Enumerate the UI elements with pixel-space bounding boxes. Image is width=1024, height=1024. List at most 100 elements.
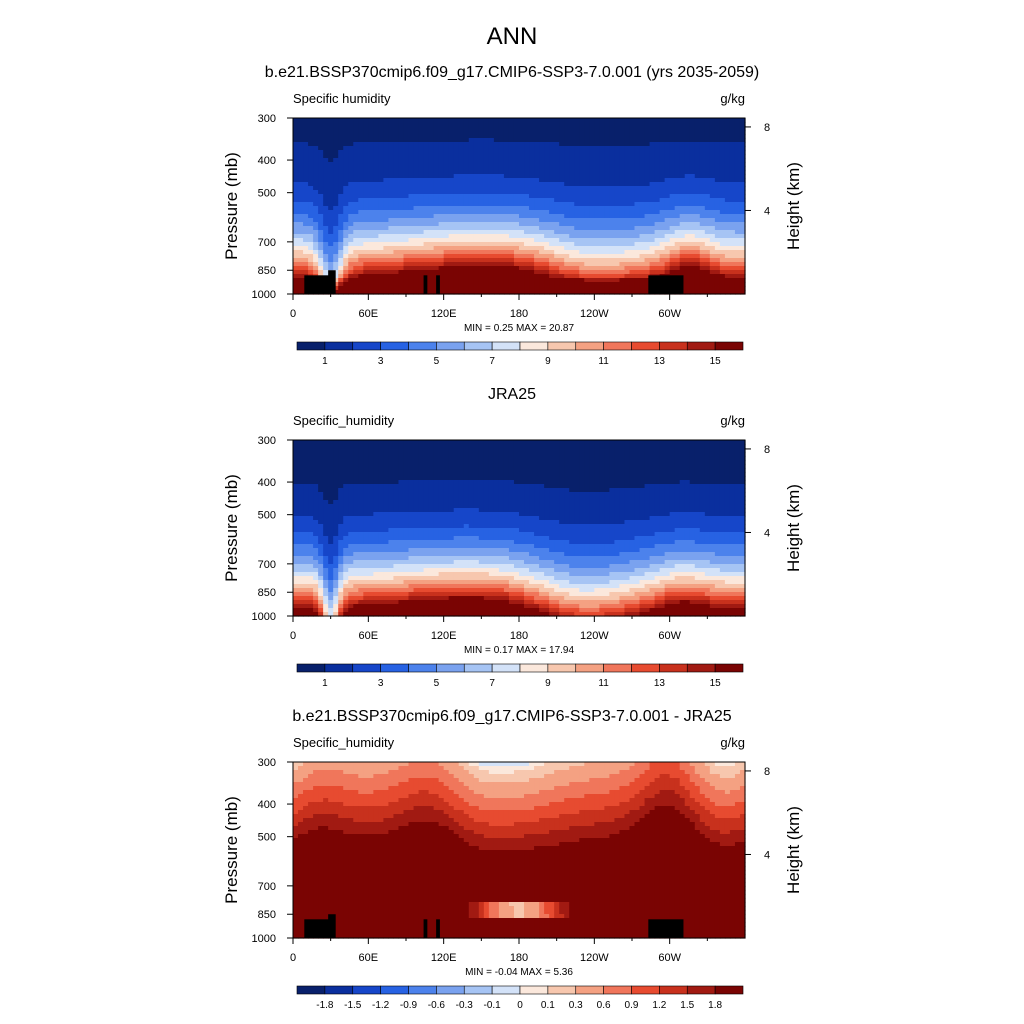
heatmap-cell	[498, 234, 505, 239]
heatmap-cell	[714, 254, 721, 259]
heatmap-cell	[554, 178, 560, 183]
heatmap-cell	[554, 274, 560, 279]
heatmap-cell	[589, 210, 595, 215]
heatmap-cell	[413, 138, 420, 143]
heatmap-cell	[649, 214, 656, 219]
heatmap-cell	[589, 182, 595, 187]
heatmap-cell	[338, 254, 344, 259]
heatmap-cell	[413, 238, 420, 243]
heatmap-cell	[463, 476, 470, 481]
heatmap-cell	[734, 230, 741, 235]
heatmap-cell	[348, 274, 354, 279]
heatmap-cell	[719, 150, 726, 155]
heatmap-cell	[634, 278, 641, 283]
heatmap-cell	[614, 464, 621, 469]
heatmap-cell	[368, 158, 374, 163]
heatmap-cell	[659, 142, 666, 147]
heatmap-cell	[318, 142, 324, 147]
heatmap-cell	[649, 222, 656, 227]
heatmap-cell	[363, 472, 369, 477]
heatmap-cell	[383, 464, 390, 469]
heatmap-cell	[519, 444, 525, 449]
heatmap-cell	[343, 218, 349, 223]
heatmap-cell	[293, 190, 299, 195]
heatmap-cell	[503, 460, 510, 465]
heatmap-cell	[679, 194, 686, 199]
heatmap-cell	[629, 234, 636, 239]
heatmap-cell	[398, 154, 405, 159]
heatmap-cell	[724, 250, 731, 255]
heatmap-cell	[679, 440, 686, 445]
heatmap-cell	[488, 448, 495, 453]
heatmap-cell	[634, 286, 641, 291]
heatmap-cell	[363, 194, 369, 199]
heatmap-cell	[694, 452, 701, 457]
heatmap-cell	[398, 134, 405, 139]
heatmap-cell	[674, 246, 681, 251]
heatmap-cell	[423, 250, 430, 255]
heatmap-cell	[604, 154, 610, 159]
heatmap-cell	[714, 150, 721, 155]
heatmap-cell	[298, 460, 304, 465]
heatmap-cell	[363, 274, 369, 279]
heatmap-cell	[348, 230, 354, 235]
heatmap-cell	[428, 480, 435, 485]
heatmap-cell	[639, 270, 646, 275]
heatmap-cell	[478, 134, 485, 139]
heatmap-cell	[348, 142, 354, 147]
heatmap-cell	[669, 238, 676, 243]
heatmap-cell	[348, 202, 354, 207]
heatmap-cell	[569, 202, 575, 207]
heatmap-cell	[629, 282, 636, 287]
heatmap-cell	[519, 254, 525, 259]
heatmap-cell	[724, 274, 731, 279]
heatmap-cell	[463, 198, 470, 203]
heatmap-cell	[619, 214, 626, 219]
heatmap-cell	[694, 142, 701, 147]
heatmap-cell	[594, 278, 600, 283]
heatmap-cell	[383, 182, 390, 187]
heatmap-cell	[343, 230, 349, 235]
heatmap-cell	[478, 214, 485, 219]
heatmap-cell	[599, 194, 605, 199]
heatmap-cell	[498, 286, 505, 291]
heatmap-cell	[473, 210, 480, 215]
heatmap-cell	[418, 218, 425, 223]
heatmap-cell	[383, 166, 390, 171]
heatmap-cell	[303, 460, 309, 465]
heatmap-cell	[714, 154, 721, 159]
heatmap-cell	[644, 206, 651, 211]
heatmap-cell	[554, 254, 560, 259]
heatmap-cell	[293, 476, 299, 481]
heatmap-cell	[398, 234, 405, 239]
heatmap-cell	[338, 464, 344, 469]
heatmap-cell	[348, 158, 354, 163]
heatmap-cell	[423, 246, 430, 251]
heatmap-cell	[704, 162, 711, 167]
heatmap-cell	[488, 130, 495, 135]
heatmap-cell	[529, 154, 535, 159]
heatmap-cell	[448, 480, 455, 485]
heatmap-cell	[418, 274, 425, 279]
heatmap-cell	[353, 170, 359, 175]
heatmap-cell	[629, 448, 636, 453]
heatmap-cell	[488, 118, 495, 123]
heatmap-cell	[293, 452, 299, 457]
heatmap-cell	[483, 242, 490, 247]
heatmap-cell	[438, 468, 445, 473]
heatmap-cell	[719, 472, 726, 477]
heatmap-cell	[689, 464, 696, 469]
heatmap-cell	[343, 158, 349, 163]
heatmap-cell	[634, 290, 641, 295]
heatmap-cell	[398, 246, 405, 251]
heatmap-cell	[644, 222, 651, 227]
heatmap-cell	[388, 218, 395, 223]
heatmap-cell	[308, 178, 314, 183]
heatmap-cell	[589, 282, 595, 287]
heatmap-cell	[348, 130, 354, 135]
heatmap-cell	[328, 178, 334, 183]
heatmap-cell	[428, 154, 435, 159]
heatmap-cell	[413, 214, 420, 219]
heatmap-cell	[544, 126, 550, 131]
heatmap-cell	[634, 262, 641, 267]
